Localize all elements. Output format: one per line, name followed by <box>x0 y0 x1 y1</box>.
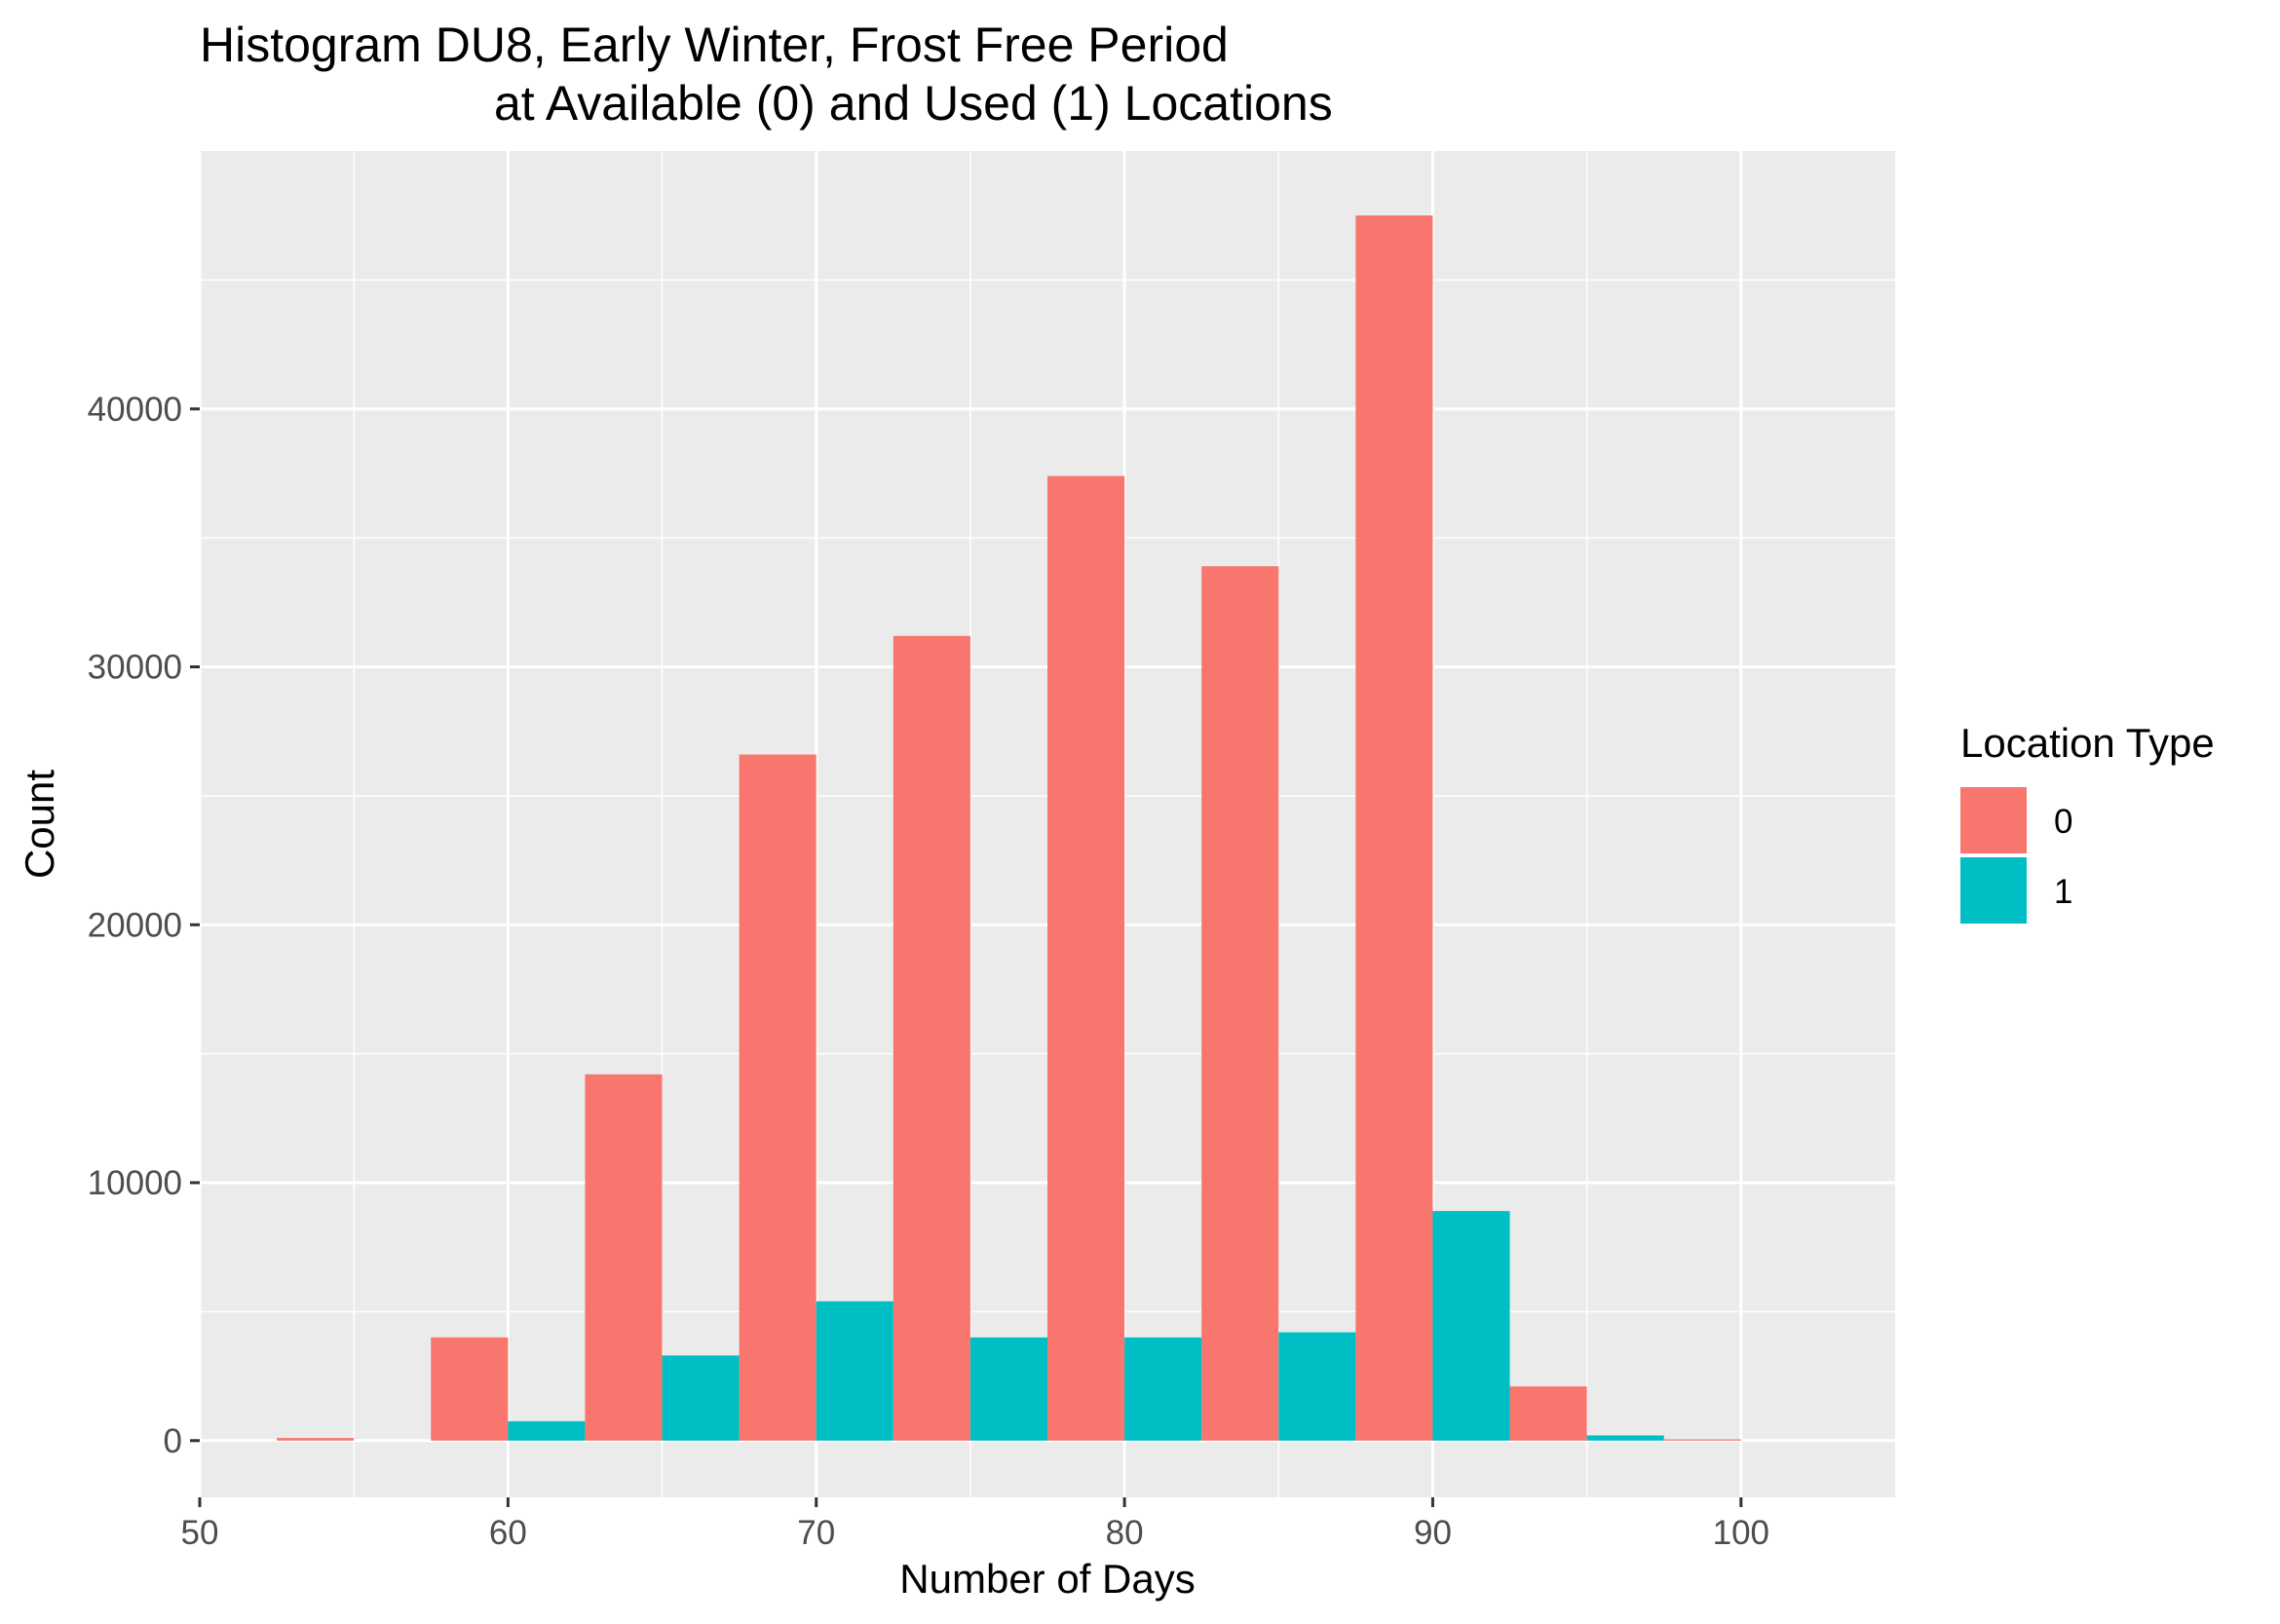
legend-label-location-type-0: 0 <box>2054 803 2072 841</box>
y-axis-title: Count <box>17 770 62 879</box>
x-axis-tick-label: 80 <box>1106 1514 1144 1552</box>
x-axis-tick-label: 60 <box>489 1514 527 1552</box>
bar-location-type-0 <box>1509 1386 1587 1441</box>
bar-location-type-1 <box>1124 1337 1202 1441</box>
y-axis-tick-label: 0 <box>164 1422 182 1460</box>
legend-key-location-type-1 <box>1960 857 2027 924</box>
y-axis: 0 10000 20000 30000 40000 <box>88 391 200 1460</box>
chart-subtitle: at Available (0) and Used (1) Locations <box>494 76 1333 131</box>
chart-title: Histogram DU8, Early Winter, Frost Free … <box>200 18 1229 72</box>
bar-location-type-0 <box>1201 566 1279 1441</box>
bar-location-type-0 <box>1663 1439 1741 1441</box>
y-axis-tick-label: 40000 <box>88 391 182 429</box>
legend-label-location-type-1: 1 <box>2054 873 2072 911</box>
x-axis-tick-label: 70 <box>797 1514 835 1552</box>
x-axis-tick-label: 50 <box>181 1514 219 1552</box>
y-axis-tick-label: 10000 <box>88 1164 182 1202</box>
legend-title: Location Type <box>1960 720 2215 766</box>
bar-location-type-0 <box>1355 215 1433 1441</box>
y-axis-tick-label: 20000 <box>88 906 182 944</box>
x-axis: 50 60 70 80 90 100 <box>181 1497 1769 1552</box>
legend: Location Type 0 1 <box>1960 720 2215 924</box>
bar-location-type-1 <box>662 1355 740 1441</box>
bar-location-type-1 <box>508 1420 586 1441</box>
legend-key-location-type-0 <box>1960 787 2027 853</box>
bar-location-type-1 <box>1586 1435 1664 1441</box>
bar-location-type-0 <box>431 1337 509 1441</box>
bar-location-type-0 <box>739 754 817 1441</box>
y-axis-tick-label: 30000 <box>88 649 182 687</box>
bar-location-type-1 <box>816 1301 893 1441</box>
bar-location-type-0 <box>585 1074 663 1441</box>
bar-location-type-1 <box>969 1337 1047 1441</box>
bar-location-type-1 <box>1432 1211 1510 1441</box>
bar-location-type-0 <box>893 635 970 1441</box>
bar-location-type-0 <box>277 1438 355 1441</box>
bar-location-type-1 <box>1278 1332 1356 1441</box>
bar-location-type-0 <box>1047 475 1125 1441</box>
x-axis-tick-label: 100 <box>1713 1514 1769 1552</box>
bars-layer <box>277 215 1741 1441</box>
x-axis-tick-label: 90 <box>1414 1514 1452 1552</box>
x-axis-title: Number of Days <box>899 1556 1195 1602</box>
